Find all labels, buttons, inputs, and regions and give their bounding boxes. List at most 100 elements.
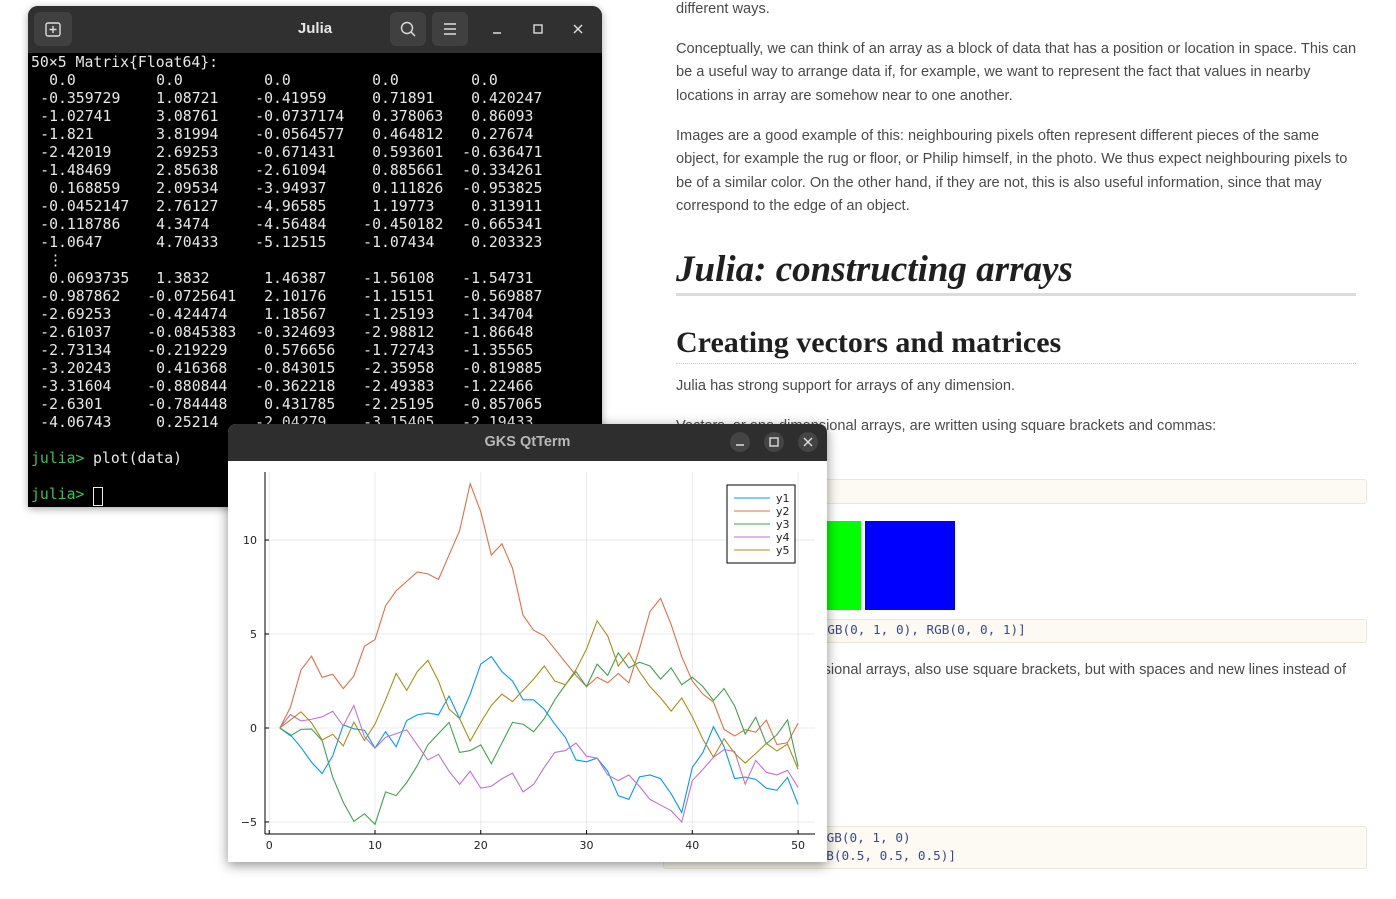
matrix-cell: -2.61037 (40, 324, 112, 341)
window-title: GKS QtTerm (484, 434, 571, 450)
matrix-cell: -5.12515 (255, 234, 327, 251)
matrix-cell: -0.0564577 (255, 126, 345, 143)
matrix-cell: 0.420247 (471, 90, 543, 107)
matrix-cell: -0.953825 (462, 180, 543, 197)
matrix-cell: 4.70433 (156, 234, 219, 251)
paragraph: Julia has strong support for arrays of a… (676, 378, 1016, 394)
window-controls (730, 432, 818, 452)
matrix-cell: 2.69253 (156, 144, 219, 161)
close-button[interactable] (798, 432, 818, 452)
prompt: julia> (31, 486, 85, 503)
matrix-cell: -0.671431 (255, 144, 336, 161)
matrix-cell: -0.569887 (462, 288, 543, 305)
y-tick-label: −5 (241, 816, 257, 829)
matrix-cell: -0.0737174 (255, 108, 345, 125)
matrix-cell: 0.25214 (156, 414, 219, 431)
matrix-cell: -2.73134 (40, 342, 112, 359)
matrix-cell: -2.25195 (363, 396, 435, 413)
matrix-cell: -2.61094 (255, 162, 327, 179)
matrix-cell: 4.3474 (156, 216, 210, 233)
close-button[interactable] (573, 24, 583, 34)
matrix-cell: -0.334261 (462, 162, 543, 179)
menu-button[interactable] (432, 12, 468, 46)
legend-label: y4 (776, 531, 790, 544)
matrix-cell: -2.6301 (40, 396, 103, 413)
matrix-cell: 0.885661 (372, 162, 444, 179)
matrix-cell: 1.19773 (372, 198, 435, 215)
matrix-cell: -0.219229 (147, 342, 228, 359)
matrix-cell: 0.378063 (372, 108, 444, 125)
matrix-cell: -3.20243 (40, 360, 112, 377)
search-button[interactable] (390, 12, 426, 46)
matrix-cell: 2.10176 (264, 288, 327, 305)
color-swatch (827, 521, 861, 610)
matrix-cell: -2.35958 (363, 360, 435, 377)
matrix-cell: -0.0452147 (40, 198, 130, 215)
matrix-cell: -0.41959 (255, 90, 327, 107)
matrix-cell: 0.464812 (372, 126, 444, 143)
matrix-cell: 0.86093 (471, 108, 534, 125)
matrix-cell: 0.168859 (49, 180, 121, 197)
matrix-cell: 2.76127 (156, 198, 219, 215)
matrix-cell: -1.86648 (462, 324, 534, 341)
matrix-cell: -1.0647 (40, 234, 103, 251)
title-bar: Julia (28, 6, 602, 53)
matrix-cell: -0.880844 (147, 378, 228, 395)
x-tick-label: 10 (368, 839, 382, 852)
matrix-cell: 0.416368 (156, 360, 228, 377)
series-line (279, 655, 799, 815)
maximize-button[interactable] (533, 24, 543, 34)
matrix-cell: -0.665341 (462, 216, 543, 233)
paragraph: Conceptually, we can think of an array a… (676, 41, 1357, 104)
matrix-cell: -0.0845383 (147, 324, 237, 341)
matrix-cell: -1.25193 (363, 306, 435, 323)
matrix-cell: -0.362218 (255, 378, 336, 395)
matrix-cell: 0.593601 (372, 144, 444, 161)
matrix-cell: 0.0 (471, 72, 498, 89)
matrix-cell: -0.324693 (255, 324, 336, 341)
matrix-cell: -1.821 (40, 126, 94, 143)
matrix-cell: -1.54731 (462, 270, 534, 287)
terminal-window: Julia 50×5 Matrix{Float64}: ⋮ julia> plo… (28, 6, 602, 507)
series-line (279, 481, 799, 746)
x-tick-label: 0 (266, 839, 273, 852)
minimize-button[interactable] (730, 432, 750, 452)
matrix-cell: -1.02741 (40, 108, 112, 125)
matrix-cell: 0.431785 (264, 396, 336, 413)
matrix-cell: -1.56108 (363, 270, 435, 287)
matrix-cell: 1.18567 (264, 306, 327, 323)
series-line (279, 704, 799, 824)
matrix-cell: -1.34704 (462, 306, 534, 323)
matrix-cell: -0.450182 (363, 216, 444, 233)
matrix-cell: 2.85638 (156, 162, 219, 179)
maximize-button[interactable] (764, 432, 784, 452)
matrix-cell: 0.576656 (264, 342, 336, 359)
matrix-cell: -0.0725641 (147, 288, 237, 305)
new-tab-button[interactable] (34, 12, 72, 46)
legend-label: y3 (776, 518, 790, 531)
matrix-cell: 1.08721 (156, 90, 219, 107)
matrix-cell: -0.359729 (40, 90, 121, 107)
matrix-cell: 2.09534 (156, 180, 219, 197)
matrix-cell: 0.0 (156, 72, 183, 89)
heading: Julia: constructing arrays (676, 248, 1356, 296)
x-tick-label: 50 (791, 839, 805, 852)
y-tick-label: 10 (243, 534, 257, 547)
x-tick-label: 20 (474, 839, 488, 852)
matrix-cell: 3.81994 (156, 126, 219, 143)
matrix-cell: -3.31604 (40, 378, 112, 395)
matrix-cell: -2.49383 (363, 378, 435, 395)
title-bar: GKS QtTerm (228, 424, 827, 461)
matrix-cell: -0.424474 (147, 306, 228, 323)
matrix-cell: -1.48469 (40, 162, 112, 179)
command: plot(data) (93, 450, 183, 467)
plot-window: GKS QtTerm 0 10 20 30 40 50 −5 0 5 10 y1 y2 y3 y4 y5 (228, 424, 827, 862)
matrix-cell: 0.313911 (471, 198, 543, 215)
matrix-cell: 0.27674 (471, 126, 534, 143)
matrix-cell: -0.857065 (462, 396, 543, 413)
matrix-cell: -3.94937 (255, 180, 327, 197)
series-line (279, 651, 799, 826)
matrix-cell: -0.819885 (462, 360, 543, 377)
matrix-cell: 0.0693735 (49, 270, 130, 287)
